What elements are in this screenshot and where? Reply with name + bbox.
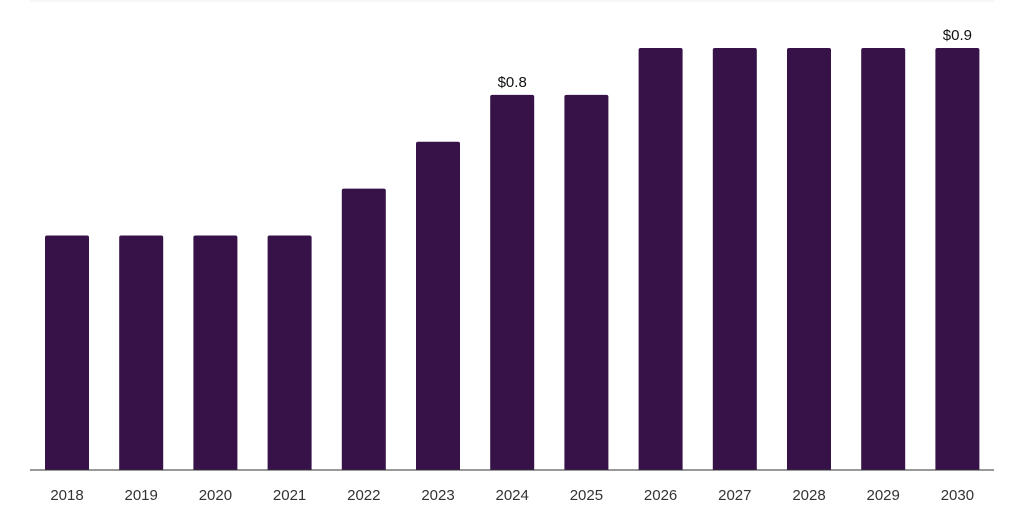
bars-group (45, 48, 980, 470)
data-label-2030: $0.9 (943, 27, 972, 44)
bar-2018 (45, 235, 89, 470)
x-tick-label-2028: 2028 (792, 487, 825, 504)
bar-2027 (712, 48, 757, 470)
data-label-2024: $0.8 (498, 74, 527, 91)
x-tick-label-2019: 2019 (125, 487, 158, 504)
data-labels-group: $0.8 $0.9 (498, 27, 972, 91)
bar-2030 (935, 48, 980, 470)
x-tick-label-2027: 2027 (718, 487, 751, 504)
x-tick-label-2022: 2022 (347, 487, 380, 504)
x-tick-label-2018: 2018 (50, 487, 83, 504)
x-tick-label-2025: 2025 (570, 487, 603, 504)
bar-2021 (267, 235, 312, 470)
bar-2022 (341, 188, 386, 470)
x-tick-label-2026: 2026 (644, 487, 677, 504)
x-axis-ticks-group: 2018 2019 2020 2021 2022 2023 2024 2025 2026 2027… (50, 487, 974, 504)
x-tick-label-2030: 2030 (941, 487, 974, 504)
x-tick-label-2021: 2021 (273, 487, 306, 504)
x-tick-label-2029: 2029 (867, 487, 900, 504)
bar-2025 (564, 94, 609, 470)
x-tick-label-2023: 2023 (421, 487, 454, 504)
bar-2028 (787, 48, 831, 470)
bar-2020 (193, 235, 238, 470)
x-tick-label-2020: 2020 (199, 487, 232, 504)
bar-2019 (119, 235, 164, 470)
bar-2029 (861, 48, 906, 470)
bar-2026 (638, 48, 683, 470)
bar-2023 (416, 141, 460, 470)
x-tick-label-2024: 2024 (496, 487, 529, 504)
bar-2024 (490, 94, 535, 470)
